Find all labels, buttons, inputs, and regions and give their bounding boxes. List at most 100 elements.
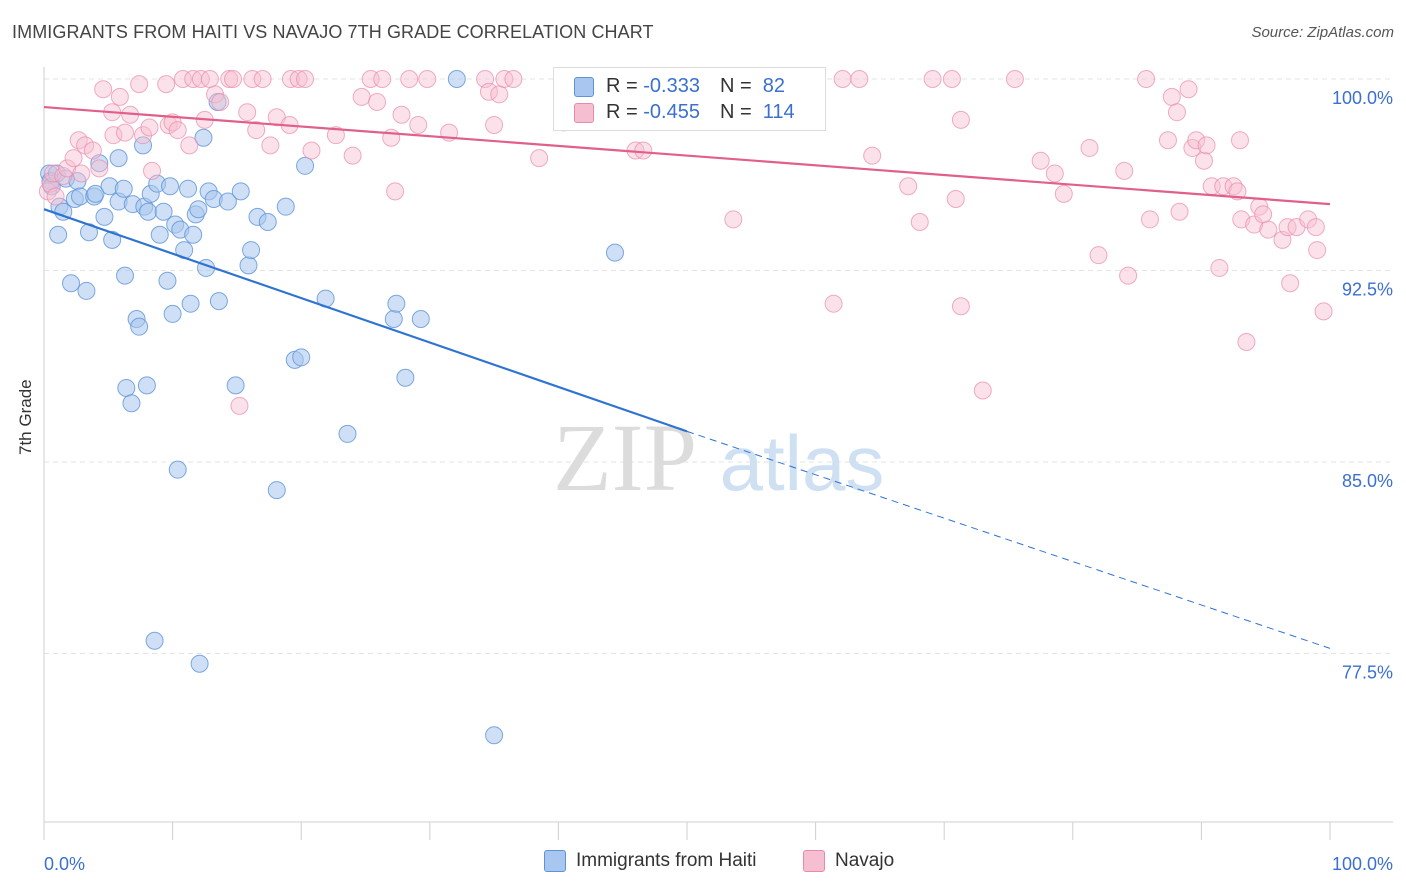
haiti-point bbox=[114, 179, 133, 198]
navajo-point bbox=[168, 121, 187, 140]
navajo-point bbox=[289, 70, 308, 88]
navajo-point bbox=[1045, 164, 1064, 183]
haiti-point bbox=[411, 310, 430, 329]
navajo-point bbox=[1308, 241, 1327, 260]
navajo-point bbox=[1089, 246, 1108, 265]
haiti-point bbox=[145, 631, 164, 650]
navajo-point bbox=[326, 126, 345, 145]
y-tick-label: 100.0% bbox=[1332, 88, 1393, 108]
navajo-point bbox=[1167, 103, 1186, 122]
navajo-point bbox=[1214, 177, 1233, 196]
navajo-point bbox=[1197, 136, 1216, 155]
navajo-point bbox=[1245, 215, 1264, 234]
navajo-point bbox=[1254, 205, 1273, 224]
navajo-point bbox=[392, 105, 411, 124]
haiti-trend-extension bbox=[686, 430, 1331, 649]
haiti-point bbox=[139, 202, 158, 221]
navajo-point bbox=[850, 70, 869, 88]
navajo-point bbox=[1080, 138, 1099, 157]
navajo-point bbox=[373, 70, 392, 88]
navajo-point bbox=[1158, 131, 1177, 150]
navajo-point bbox=[724, 210, 743, 229]
navajo-point bbox=[64, 149, 83, 168]
legend-navajo-label: Navajo bbox=[835, 850, 895, 872]
navajo-point bbox=[1306, 218, 1325, 237]
haiti-n-label: N = bbox=[719, 75, 752, 97]
navajo-point bbox=[243, 70, 262, 88]
navajo-point bbox=[200, 70, 219, 88]
navajo-point bbox=[224, 70, 243, 88]
haiti-point bbox=[267, 481, 286, 500]
haiti-point bbox=[158, 271, 177, 290]
x-tick-label-min: 0.0% bbox=[44, 854, 85, 874]
navajo-point bbox=[238, 103, 257, 122]
navajo-point bbox=[230, 396, 249, 415]
haiti-r-label: R = bbox=[606, 75, 638, 97]
legend-item-haiti: Immigrants from Haiti bbox=[544, 850, 757, 872]
navajo-point bbox=[1299, 210, 1318, 229]
navajo-point bbox=[479, 82, 498, 101]
navajo-point bbox=[110, 87, 129, 106]
haiti-point bbox=[239, 256, 258, 275]
navajo-point bbox=[191, 70, 210, 88]
navajo-r-label: R = bbox=[606, 101, 638, 123]
haiti-point bbox=[161, 177, 180, 196]
stats-row-navajo: R = -0.455 N = 114 bbox=[574, 101, 795, 127]
navajo-point bbox=[1259, 220, 1278, 239]
navajo-point bbox=[261, 136, 280, 155]
haiti-n-value: 82 bbox=[762, 75, 786, 97]
haiti-point bbox=[181, 294, 200, 313]
navajo-point bbox=[211, 92, 230, 111]
navajo-point bbox=[923, 70, 942, 88]
haiti-point bbox=[62, 274, 81, 293]
navajo-point bbox=[951, 110, 970, 129]
navajo-point bbox=[1187, 131, 1206, 150]
navajo-point bbox=[1228, 182, 1247, 201]
haiti-point bbox=[103, 230, 122, 249]
haiti-point bbox=[163, 304, 182, 323]
haiti-point bbox=[189, 200, 208, 219]
legend-haiti-label: Immigrants from Haiti bbox=[576, 850, 757, 872]
navajo-point bbox=[485, 115, 504, 134]
navajo-point bbox=[1278, 218, 1297, 237]
navajo-point bbox=[46, 187, 65, 206]
navajo-point bbox=[1115, 161, 1134, 180]
haiti-point bbox=[384, 310, 403, 329]
chart-title: IMMIGRANTS FROM HAITI VS NAVAJO 7TH GRAD… bbox=[12, 22, 654, 42]
legend-navajo-swatch bbox=[803, 850, 825, 872]
navajo-point bbox=[140, 118, 159, 137]
y-tick-label: 92.5% bbox=[1342, 280, 1393, 300]
y-axis-label: 7th Grade bbox=[16, 379, 35, 455]
navajo-point bbox=[899, 177, 918, 196]
y-tick-label: 85.0% bbox=[1342, 471, 1393, 491]
haiti-point bbox=[134, 136, 153, 155]
navajo-point bbox=[1054, 184, 1073, 203]
navajo-point bbox=[490, 85, 509, 104]
navajo-point bbox=[180, 136, 199, 155]
navajo-point bbox=[863, 146, 882, 165]
navajo-point bbox=[130, 75, 149, 94]
haiti-point bbox=[231, 182, 250, 201]
haiti-point bbox=[190, 654, 209, 673]
haiti-point bbox=[387, 294, 406, 313]
navajo-point bbox=[368, 92, 387, 111]
navajo-point bbox=[157, 75, 176, 94]
navajo-point bbox=[495, 70, 514, 88]
stats-legend: R = -0.333 N = 82 R = -0.455 N = 114 bbox=[553, 67, 826, 131]
haiti-point bbox=[117, 378, 136, 397]
navajo-point bbox=[418, 70, 437, 88]
navajo-point bbox=[281, 70, 300, 88]
navajo-point bbox=[104, 126, 123, 145]
haiti-point bbox=[338, 424, 357, 443]
legend-haiti-swatch bbox=[544, 850, 566, 872]
legend-item-navajo: Navajo bbox=[803, 850, 894, 872]
haiti-point bbox=[86, 184, 105, 203]
navajo-trend-line bbox=[43, 105, 1331, 206]
navajo-point bbox=[247, 121, 266, 140]
navajo-point bbox=[94, 80, 113, 99]
navajo-r-value: -0.455 bbox=[643, 101, 700, 123]
haiti-point bbox=[109, 149, 128, 168]
navajo-point bbox=[824, 294, 843, 313]
haiti-point bbox=[209, 292, 228, 311]
